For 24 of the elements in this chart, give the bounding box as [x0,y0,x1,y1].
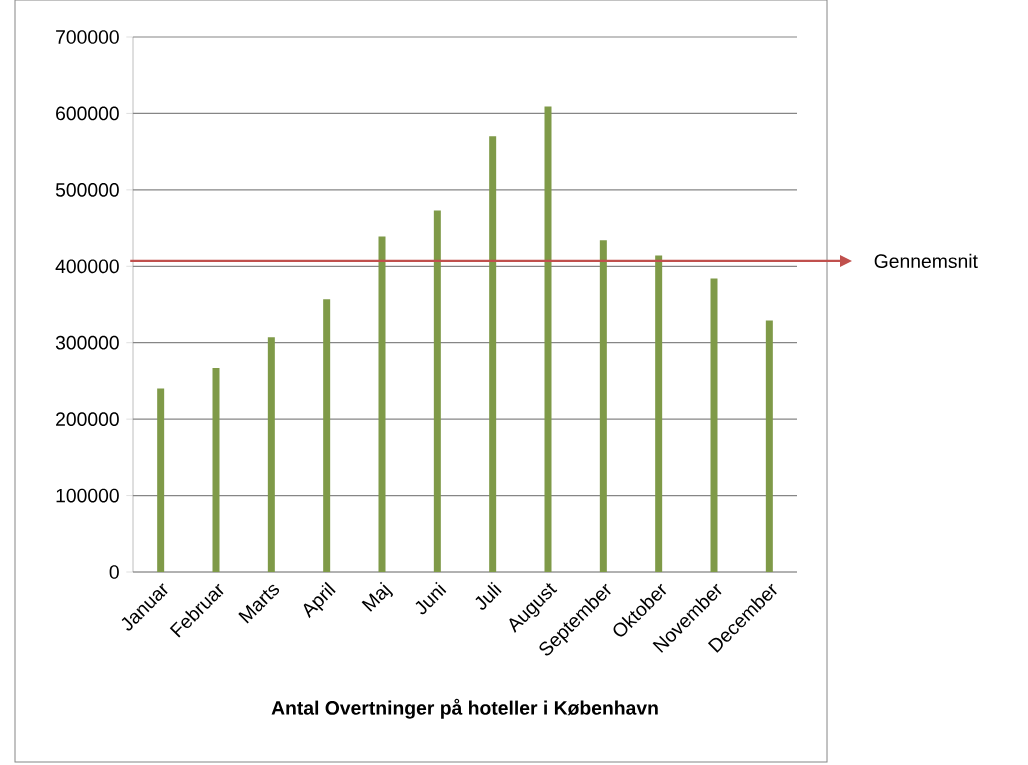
x-tick-label: Maj [361,581,393,612]
bar [212,367,220,572]
bar [710,278,718,572]
text: Antal Overtninger på hoteller i København [271,698,658,719]
y-tick-label: 400000 [55,259,119,274]
y-tick-label: 300000 [55,335,119,350]
bar [378,236,386,572]
bar [433,210,441,572]
bar [599,240,607,572]
bar [489,136,497,572]
y-tick-label: 200000 [56,412,119,426]
bar [323,299,331,572]
bar [267,337,275,572]
x-tick-label: Juli [475,581,502,610]
bar [157,388,165,572]
y-tick-label: 100000 [56,488,119,503]
y-tick-label: 600000 [56,106,119,121]
y-tick-label: 700000 [56,30,119,44]
bar [544,106,552,572]
y-tick-label: 500000 [55,183,119,197]
y-tick-label: 0 [109,565,119,579]
ref-line-label: Gennemsnit [874,253,978,269]
bar [765,320,773,572]
bar [655,255,663,572]
